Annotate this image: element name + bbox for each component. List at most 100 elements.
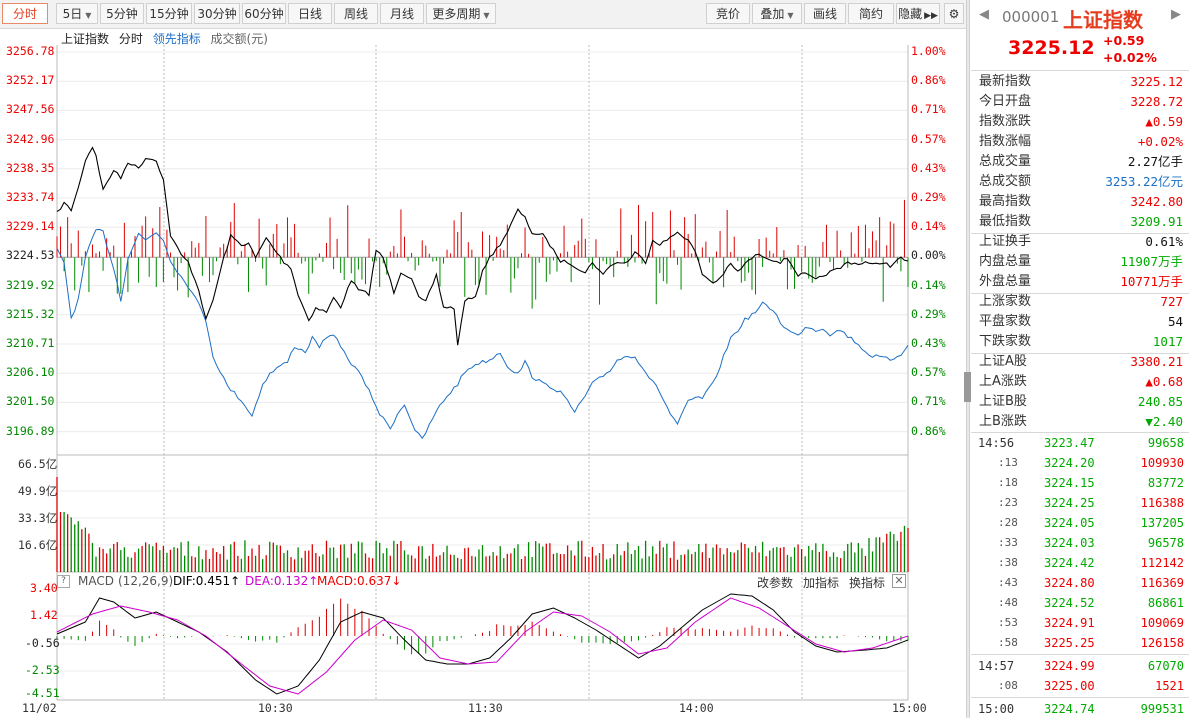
row-separator <box>971 353 1189 354</box>
volume-tick-label: 33.3亿 <box>18 511 58 525</box>
price-tick-label: 3219.92 <box>6 277 55 292</box>
macd-dif-value: DIF:0.451↑ <box>173 574 240 588</box>
quote-key: 上证A股 <box>979 354 1027 369</box>
quote-value: 3242.80 <box>1130 194 1183 209</box>
tab-60min[interactable]: 60分钟 <box>242 3 286 24</box>
next-arrow-icon[interactable]: ▶ <box>1171 7 1181 22</box>
percent-tick-label: 0.57% <box>911 131 946 146</box>
quote-row: 今日开盘 3228.72 <box>979 92 1183 112</box>
tick-volume: 126158 <box>1140 636 1184 650</box>
quote-row: 上证B股 240.85 <box>979 392 1183 412</box>
volume-tick-label: 66.5亿 <box>18 457 58 471</box>
volume-tick-label: 49.9亿 <box>18 484 58 498</box>
percent-tick-label: 1.00% <box>911 44 946 58</box>
quote-row: 最高指数 3242.80 <box>979 192 1183 212</box>
quote-row: 下跌家数 1017 <box>979 332 1183 352</box>
hide-label: 隐藏 <box>898 7 923 21</box>
percent-tick-label: 0.57% <box>911 365 946 380</box>
current-price: 3225.12 <box>1008 37 1095 59</box>
quote-key: 下跌家数 <box>979 334 1032 349</box>
quote-value: 3225.12 <box>1130 74 1183 89</box>
percent-tick-label: 0.86% <box>911 423 946 438</box>
quote-key: 最新指数 <box>979 74 1032 89</box>
percent-tick-label: 0.14% <box>911 219 946 234</box>
overlay-label: 叠加 <box>760 7 785 21</box>
chevron-down-icon: ▼ <box>85 11 92 20</box>
price-tick-label: 3206.10 <box>6 365 55 380</box>
add-indicator-button[interactable]: 加指标 <box>803 576 840 590</box>
more-periods-label: 更多周期 <box>432 7 481 21</box>
quote-header: ◀ 000001 上证指数 ▶ 3225.12 +0.59 +0.02% <box>971 0 1189 71</box>
tick-row: :13 3224.20 109930 <box>971 453 1189 473</box>
tab-daily[interactable]: 日线 <box>288 3 332 24</box>
prev-arrow-icon[interactable]: ◀ <box>979 7 989 22</box>
tick-time: :48 <box>998 596 1018 609</box>
intraday-chart[interactable] <box>0 28 966 718</box>
tab-5min[interactable]: 5分钟 <box>100 3 144 24</box>
tick-price: 3225.25 <box>1044 636 1095 650</box>
quote-value: 2.27亿手 <box>1127 154 1183 169</box>
overlay-dropdown[interactable]: 叠加 ▼ <box>752 3 802 24</box>
tick-time: :58 <box>998 636 1018 649</box>
swap-indicator-button[interactable]: 换指标 <box>849 576 886 590</box>
price-change: +0.59 <box>1103 33 1145 48</box>
tick-volume: 116369 <box>1140 576 1184 590</box>
tick-row: :08 3225.00 1521 <box>971 676 1189 696</box>
tab-weekly[interactable]: 周线 <box>334 3 378 24</box>
collapse-icon[interactable]: ? <box>57 575 70 588</box>
auction-button[interactable]: 竞价 <box>706 3 750 24</box>
quote-value: ▼2.40 <box>1145 414 1183 429</box>
price-tick-label: 3215.32 <box>6 306 55 321</box>
quote-row: 上证A股 3380.21 <box>979 352 1183 372</box>
settings-button[interactable]: ⚙ <box>944 3 964 24</box>
tick-time: 14:57 <box>978 659 1015 673</box>
tab-monthly[interactable]: 月线 <box>380 3 424 24</box>
tick-row: 15:00 3224.74 999531 <box>971 699 1189 719</box>
tab-30min[interactable]: 30分钟 <box>194 3 240 24</box>
tick-volume: 109069 <box>1140 616 1184 630</box>
tab-15min[interactable]: 15分钟 <box>146 3 192 24</box>
quote-key: 上涨家数 <box>979 294 1032 309</box>
tick-volume: 137205 <box>1140 516 1184 530</box>
dea-text: DEA:0.132 <box>245 574 309 588</box>
tick-time: :38 <box>998 556 1018 569</box>
draw-line-button[interactable]: 画线 <box>804 3 846 24</box>
quote-value: 3253.22亿元 <box>1105 174 1183 189</box>
chevron-down-icon: ▼ <box>787 11 794 20</box>
tick-price: 3224.74 <box>1044 702 1095 716</box>
quote-key: 总成交额 <box>979 174 1032 189</box>
price-tick-label: 3247.56 <box>6 102 55 117</box>
arrow-up-icon: ↑ <box>308 574 319 588</box>
macd-tick-label: 1.42 <box>30 608 58 622</box>
tick-price: 3224.15 <box>1044 476 1095 490</box>
tab-intraday[interactable]: 分时 <box>2 3 48 24</box>
collapse-panel-handle[interactable] <box>964 372 971 402</box>
tick-volume: 109930 <box>1140 456 1184 470</box>
quote-row: 总成交量 2.27亿手 <box>979 152 1183 172</box>
quote-value: 3380.21 <box>1130 354 1183 369</box>
time-tick-label: 10:30 <box>258 701 293 715</box>
price-tick-label: 3210.71 <box>6 336 55 350</box>
close-icon[interactable]: ✕ <box>892 574 906 588</box>
chart-legend: 上证指数 分时 领先指标 成交额(元) <box>61 30 274 47</box>
quote-key: 今日开盘 <box>979 94 1032 109</box>
price-tick-label: 3238.35 <box>6 160 55 175</box>
macd-tick-label: -4.51 <box>25 686 60 700</box>
quote-key: 外盘总量 <box>979 274 1032 289</box>
change-params-button[interactable]: 改参数 <box>757 576 794 590</box>
macd-params: (12,26,9) <box>118 574 174 588</box>
simple-mode-button[interactable]: 简约 <box>848 3 894 24</box>
tick-row: 14:57 3224.99 67070 <box>971 656 1189 676</box>
quote-key: 指数涨幅 <box>979 134 1032 149</box>
time-tick-label: 11/02 <box>22 701 57 715</box>
legend-mode: 分时 <box>118 32 143 46</box>
index-name: 上证指数 <box>1063 8 1143 32</box>
time-tick-label: 14:00 <box>679 701 714 715</box>
more-periods-dropdown[interactable]: 更多周期 ▼ <box>426 3 496 24</box>
row-separator <box>971 432 1189 433</box>
tab-5day[interactable]: 5日 ▼ <box>56 3 98 24</box>
macd-histogram <box>56 598 909 655</box>
legend-lead-indicator[interactable]: 领先指标 <box>152 32 201 46</box>
hide-button[interactable]: 隐藏 ▶▶ <box>896 3 940 24</box>
quote-row: 最低指数 3209.91 <box>979 212 1183 232</box>
